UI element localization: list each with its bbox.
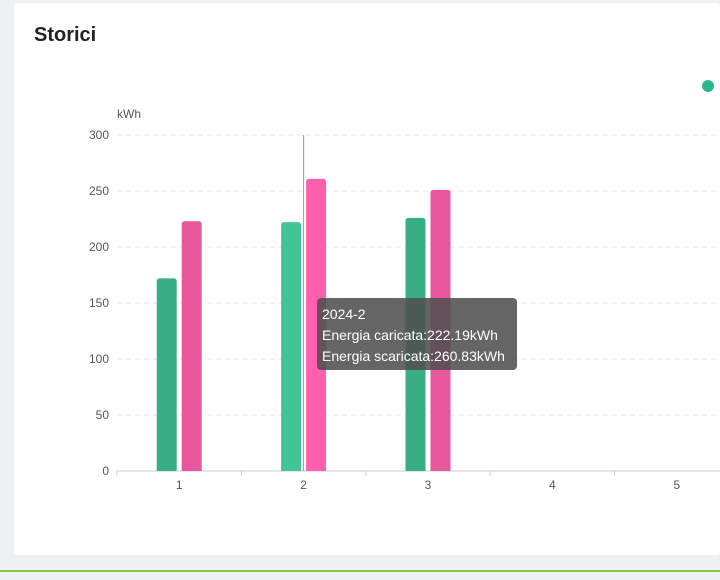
bar-charged — [281, 222, 302, 471]
y-tick-label: 200 — [89, 240, 109, 254]
bar-discharged — [181, 221, 202, 471]
y-axis-label: kWh — [117, 107, 141, 121]
history-card: Storici — [14, 3, 720, 555]
tooltip-line-discharged: Energia scaricata:260.83kWh — [322, 348, 505, 364]
y-tick-label: 50 — [96, 408, 110, 422]
chart-tooltip: 2024-2 Energia caricata:222.19kWh Energi… — [317, 298, 517, 370]
bar-chart: 0 50 100 150 200 250 300 kWh 1 2 3 4 5 — [89, 107, 720, 492]
tooltip-line-charged: Energia caricata:222.19kWh — [322, 327, 498, 343]
y-tick-label: 150 — [89, 296, 109, 310]
x-tick-label: 4 — [549, 478, 556, 492]
y-tick-label: 250 — [89, 184, 109, 198]
x-tick-label: 3 — [425, 478, 432, 492]
y-tick-label: 0 — [102, 464, 109, 478]
y-tick-label: 300 — [89, 128, 109, 142]
x-tick-label: 2 — [300, 478, 307, 492]
card-title: Storici — [34, 24, 97, 46]
legend-item-icon[interactable] — [702, 80, 714, 92]
x-tick-label: 5 — [673, 478, 680, 492]
bottom-divider — [0, 570, 720, 572]
tooltip-header: 2024-2 — [322, 306, 366, 322]
y-tick-label: 100 — [89, 352, 109, 366]
bar-discharged — [306, 178, 327, 471]
x-tick-label: 1 — [176, 478, 183, 492]
bar-charged — [156, 278, 177, 471]
